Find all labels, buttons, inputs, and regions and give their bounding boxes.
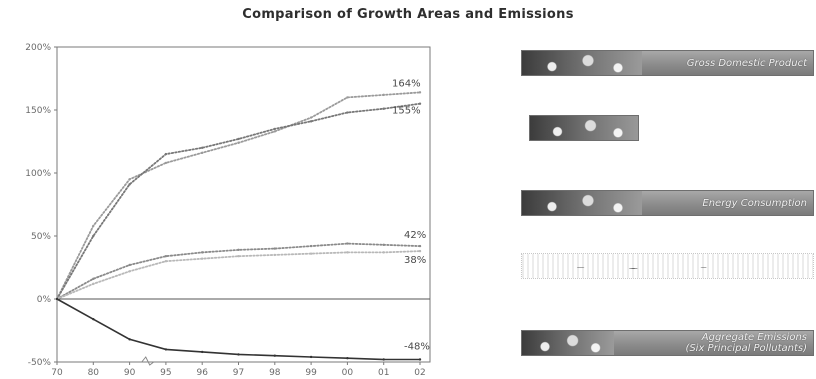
y-tick-label: 50% [31,232,51,242]
y-tick-label: -50% [28,358,52,368]
y-tick-label: 0% [37,295,52,305]
data-point [128,263,131,267]
x-tick-label: 00 [342,368,354,378]
data-point [164,152,168,156]
series-end-label: 42% [404,230,426,241]
data-point [201,151,204,155]
x-tick-label: 02 [414,368,425,378]
x-tick-label: 80 [88,368,100,378]
data-point [346,251,349,254]
data-point [382,358,385,361]
x-tick-label: 96 [196,368,208,378]
y-tick-label: 100% [25,169,51,179]
data-point [346,242,349,245]
legend-label-line: Energy Consumption [702,197,807,209]
data-point [237,353,240,356]
legend-photo-thumbnail [522,191,642,215]
data-point [346,111,349,114]
data-point [418,91,422,94]
data-point [237,137,240,141]
data-point [128,270,131,273]
y-tick-label: 150% [25,106,51,116]
data-point [273,253,276,257]
data-point [309,120,313,123]
data-point [309,355,313,359]
data-point [273,354,276,357]
x-tick-label: 70 [51,368,63,378]
data-point [164,260,168,263]
data-point [237,254,240,258]
series-end-label: 164% [392,78,421,89]
legend-item: Aggregate Emissions (Six Principal Pollut… [521,330,814,356]
legend-label: Energy Consumption [702,191,807,215]
data-point [382,243,385,247]
legend-label: Gross Domestic Product [687,51,807,75]
data-point [164,161,168,165]
x-tick-label: 90 [124,368,136,378]
data-point [418,249,422,253]
series-end-label: 155% [392,106,421,117]
series-end-label: 38% [404,255,426,266]
data-point [201,350,204,354]
series-line-4 [56,298,420,361]
legend-item [521,253,814,279]
data-point [418,102,422,105]
legend-photo-thumbnail [522,331,614,355]
data-point [128,178,131,181]
data-point [309,252,313,255]
data-point [55,297,59,301]
legend-label-line: Aggregate Emissions [701,332,807,343]
x-tick-label: 98 [269,368,281,378]
data-point [92,224,95,228]
legend-label-line: (Six Principal Pollutants) [685,343,807,354]
data-point [128,183,131,186]
data-point [309,244,313,248]
data-point [164,348,168,351]
data-point [346,357,349,360]
series-line-0 [56,91,421,300]
legend-photo-thumbnail [530,116,638,140]
legend-item: Energy Consumption [521,190,814,216]
data-point [128,338,131,341]
data-point [92,282,95,286]
data-point [164,254,168,258]
x-tick-label: 01 [378,368,389,378]
data-point [92,277,95,281]
series-end-label: -48% [404,341,430,352]
data-point [201,257,204,260]
data-point [92,317,95,321]
data-point [418,244,422,248]
data-point [273,127,276,131]
data-point [418,358,422,361]
data-point [382,251,385,254]
y-tick-label: 200% [25,43,51,53]
data-point [382,107,385,110]
axis-break-mark [141,356,155,366]
legend-photo-thumbnail [522,254,813,278]
legend-item [529,115,639,141]
data-point [309,116,313,119]
legend-label: Aggregate Emissions (Six Principal Pollut… [685,331,807,355]
data-point [92,234,95,238]
data-point [237,248,240,252]
data-point [382,93,385,97]
data-point [201,251,204,254]
x-tick-label: 95 [160,368,171,378]
data-point [346,96,349,99]
data-point [273,247,276,250]
series-line-3 [56,250,421,300]
chart-title: Comparison of Growth Areas and Emissions [242,7,574,22]
data-point [201,146,204,149]
legend-photo-thumbnail [522,51,642,75]
x-tick-label: 97 [233,368,244,378]
legend-item: Gross Domestic Product [521,50,814,76]
data-point [237,141,240,144]
legend-label-line: Gross Domestic Product [686,57,807,69]
x-tick-label: 99 [305,368,317,378]
data-point [273,130,276,133]
plot-frame [56,46,431,363]
